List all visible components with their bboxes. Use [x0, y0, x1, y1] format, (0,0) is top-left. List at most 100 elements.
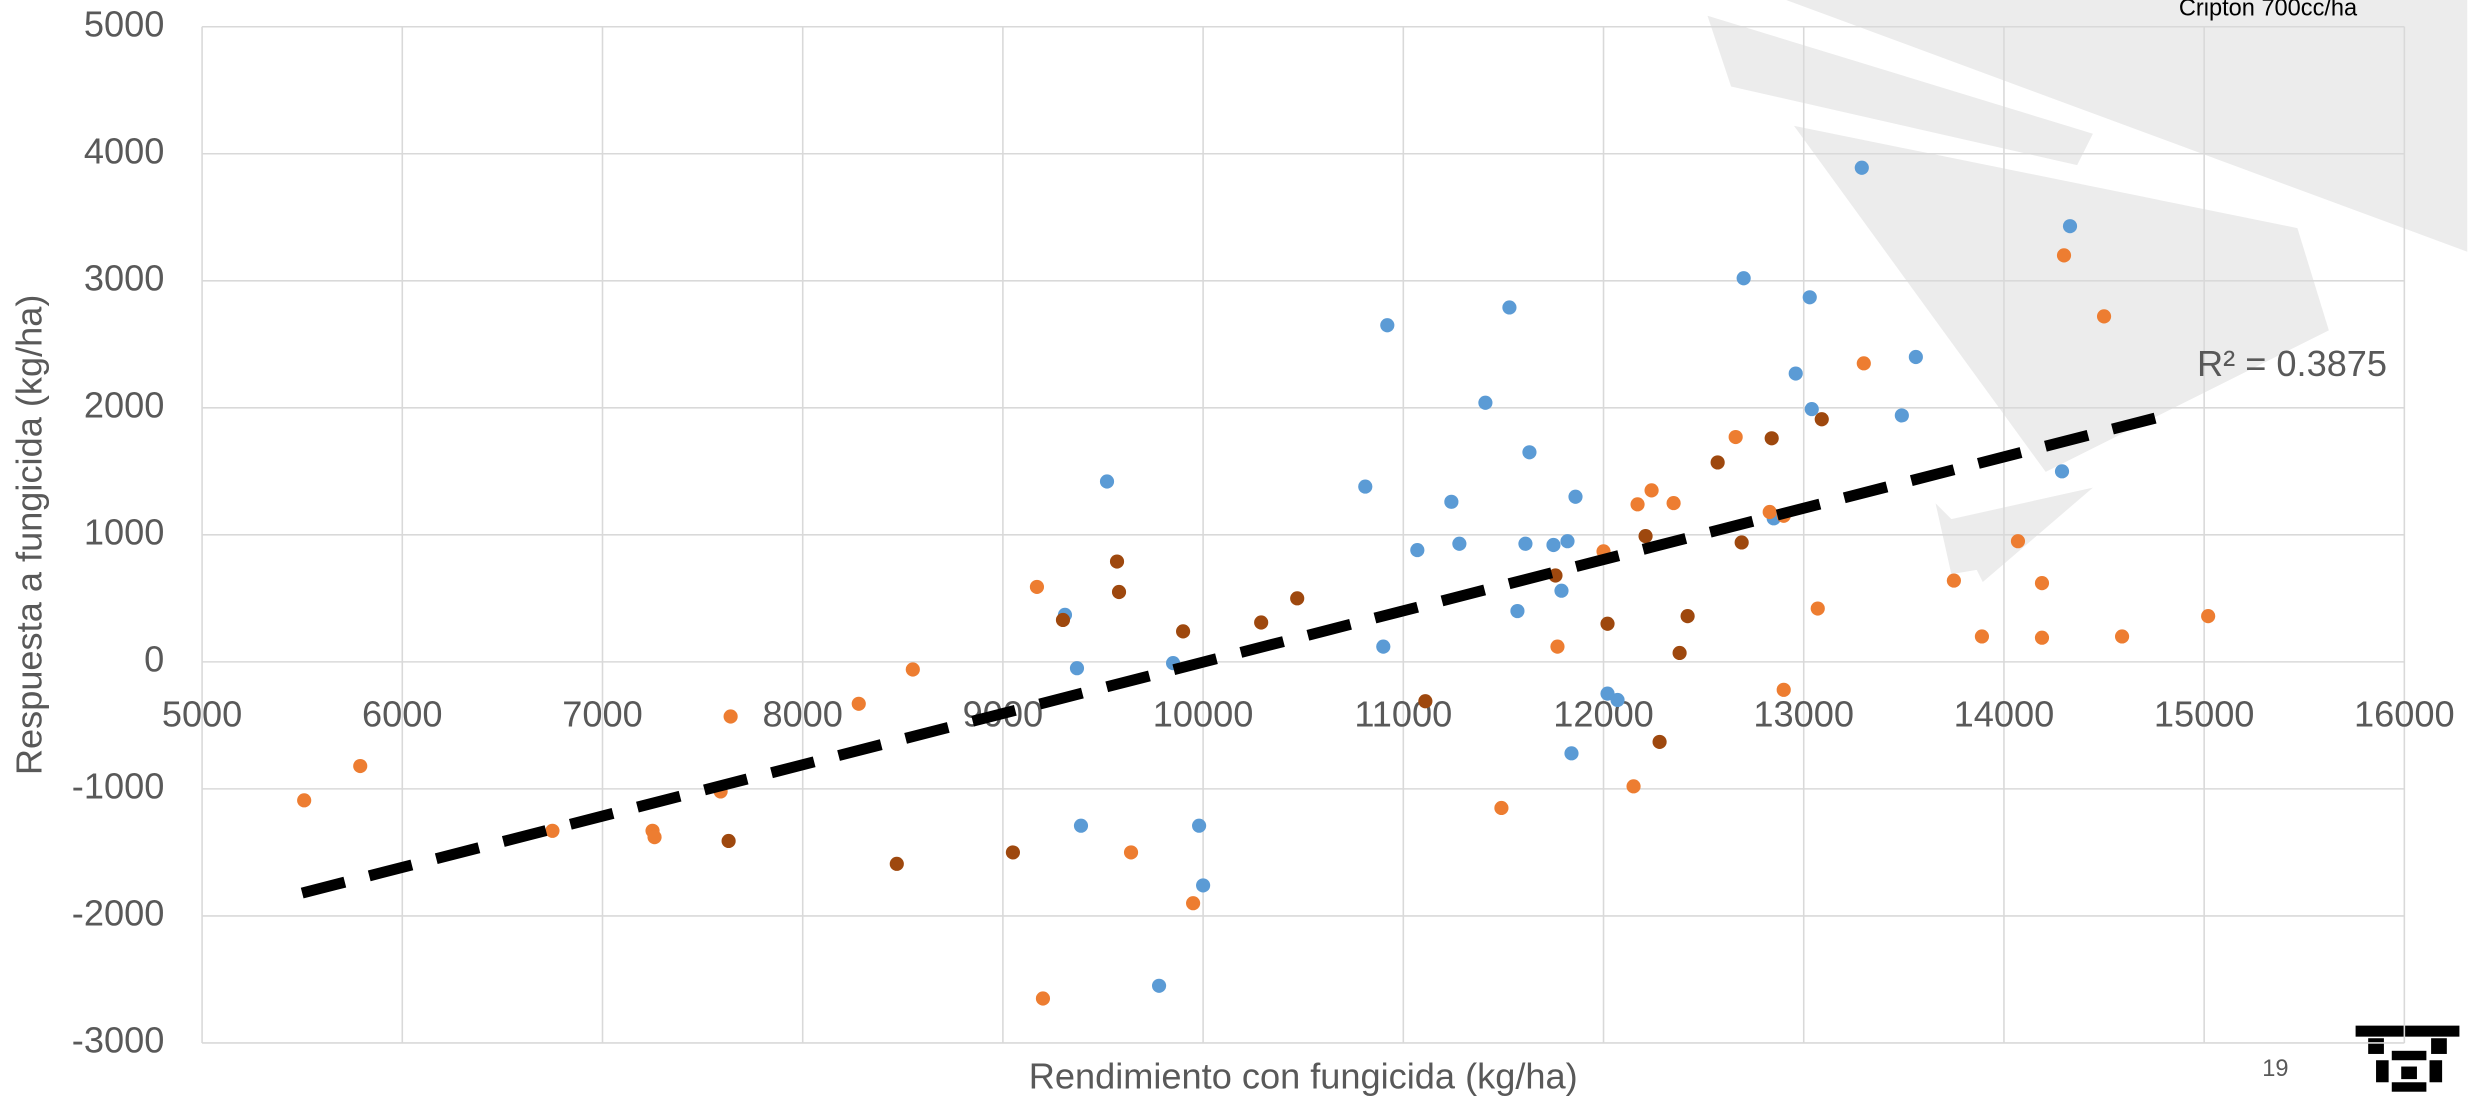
data-point [1550, 639, 1565, 654]
data-point [1518, 536, 1533, 551]
data-point [1546, 537, 1561, 553]
page-number: 19 [2262, 1055, 2288, 1081]
data-point [1055, 612, 1071, 628]
data-point [1099, 474, 1115, 489]
data-point [851, 696, 866, 711]
data-point [2010, 534, 2026, 549]
top-note: Cripton 700cc/ha [2179, 0, 2358, 21]
data-point [1444, 494, 1459, 509]
data-point [1680, 609, 1695, 624]
data-point [2201, 609, 2216, 624]
data-point [2096, 309, 2112, 324]
data-point [1452, 536, 1467, 551]
x-tick-label: 16000 [2354, 693, 2455, 734]
data-point [2114, 629, 2130, 644]
data-point [1804, 402, 1819, 417]
data-point [1788, 366, 1803, 381]
data-point [1376, 639, 1391, 654]
data-point [647, 830, 662, 845]
data-point [1123, 845, 1139, 860]
y-tick-label: -1000 [72, 765, 165, 806]
data-point [723, 709, 738, 724]
data-point [1568, 489, 1583, 504]
y-tick-label: 0 [144, 638, 164, 679]
data-point [1974, 629, 1990, 644]
x-tick-label: 8000 [762, 693, 842, 734]
y-axis-title: Respuesta a fungicida (kg/ha) [9, 295, 50, 776]
data-point [1672, 645, 1687, 661]
x-axis-title: Rendimiento con fungicida (kg/ha) [1029, 1056, 1578, 1097]
y-tick-label: 2000 [84, 384, 164, 425]
data-point [905, 662, 920, 677]
data-point [2034, 576, 2050, 591]
x-tick-label: 13000 [1753, 693, 1854, 734]
data-point [1946, 573, 1961, 588]
data-point [1630, 497, 1645, 512]
data-point [1111, 584, 1127, 600]
data-point [889, 856, 904, 871]
data-point [297, 793, 312, 808]
data-point [1196, 878, 1211, 893]
data-point [1564, 746, 1579, 761]
data-point [1494, 800, 1509, 816]
data-point [1854, 160, 1869, 175]
trendline-label: R² = 0.3875 [2197, 343, 2387, 384]
data-point [1644, 483, 1659, 498]
data-point [1109, 554, 1125, 569]
data-point [2062, 219, 2078, 234]
data-point [545, 823, 560, 838]
data-point [353, 758, 368, 774]
data-point [1186, 896, 1201, 911]
data-point [1358, 479, 1373, 494]
data-point [1554, 583, 1569, 598]
y-tick-label: 3000 [84, 257, 164, 298]
data-point [1478, 395, 1493, 410]
data-point [1610, 692, 1625, 708]
data-point [1560, 534, 1575, 549]
data-point [1290, 591, 1305, 606]
x-tick-label: 14000 [1954, 693, 2055, 734]
data-point [1856, 356, 1871, 371]
data-point [1151, 978, 1167, 993]
data-point [1728, 429, 1743, 445]
data-point [1600, 616, 1615, 631]
data-point [1626, 779, 1641, 794]
data-point [1192, 818, 1207, 833]
y-tick-label: 1000 [84, 511, 164, 552]
data-point [1380, 318, 1395, 333]
x-tick-label: 15000 [2154, 693, 2255, 734]
background-decoration [1707, 0, 2468, 583]
data-point [2056, 248, 2072, 263]
data-point [1522, 445, 1537, 460]
data-point [1710, 455, 1725, 470]
data-point [1814, 412, 1829, 427]
data-point [1035, 991, 1051, 1006]
data-point [1764, 431, 1779, 446]
data-point [1073, 818, 1089, 833]
data-point [1510, 603, 1525, 619]
data-point [1176, 624, 1191, 639]
data-point [1894, 408, 1909, 423]
x-tick-label: 5000 [162, 693, 242, 734]
data-point [1734, 535, 1749, 550]
data-point [1736, 271, 1751, 286]
y-tick-label: -2000 [72, 892, 165, 933]
data-point [2034, 630, 2050, 645]
data-point [1410, 543, 1425, 558]
data-point [1502, 300, 1517, 315]
x-tick-label: 10000 [1153, 693, 1254, 734]
data-point [1005, 845, 1020, 860]
data-point [1638, 529, 1653, 544]
data-point [1810, 601, 1825, 616]
data-point [1762, 504, 1777, 520]
data-point [1776, 682, 1791, 697]
y-tick-label: 4000 [84, 130, 164, 171]
data-point [1802, 290, 1817, 305]
x-tick-label: 6000 [362, 693, 442, 734]
data-point [1548, 568, 1563, 583]
logo [2355, 1025, 2460, 1092]
data-point [1029, 579, 1045, 595]
data-point [1418, 694, 1433, 709]
